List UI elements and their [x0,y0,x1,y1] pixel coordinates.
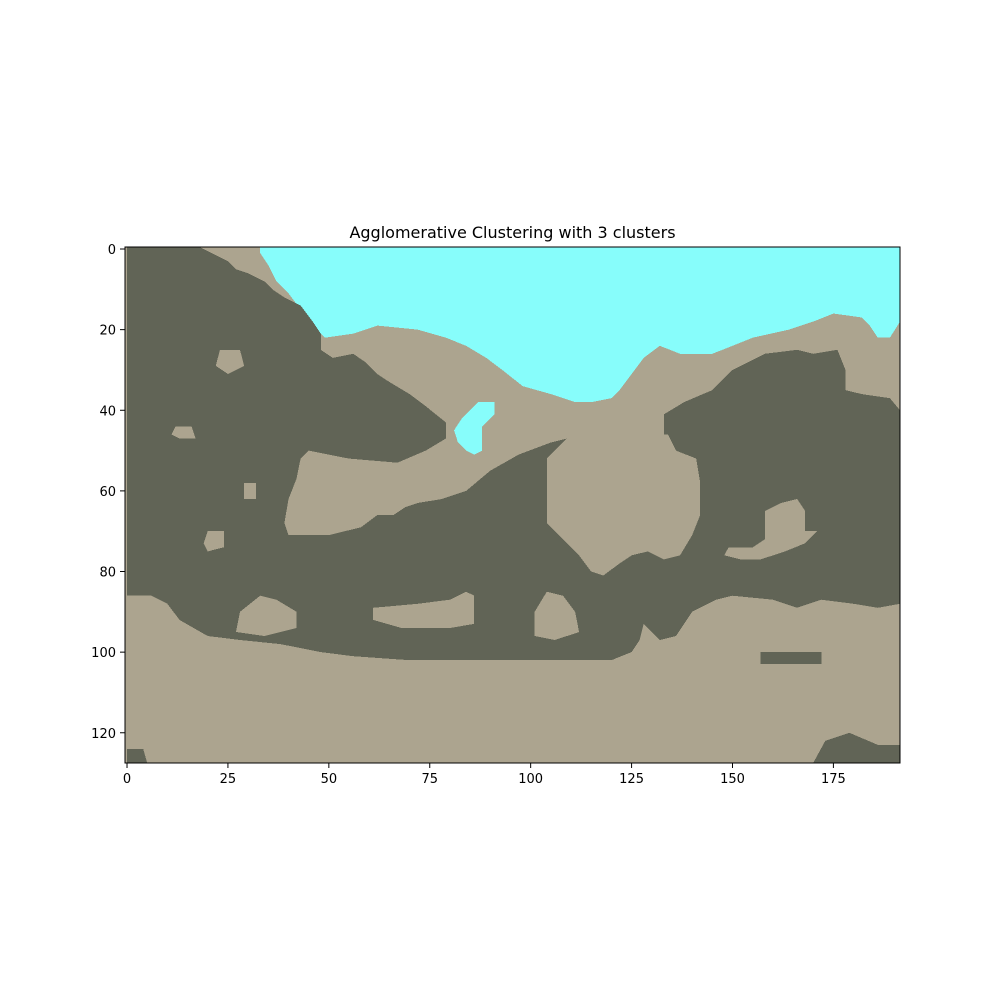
plot-area [125,247,900,763]
cluster-light-region-right-dark-hole [651,434,676,471]
y-axis: 0 20 40 60 80 100 120 [91,243,125,742]
cluster-light-region-small-patch-c [244,482,257,499]
y-tick-label: 120 [91,727,116,742]
cluster-light-region-small-patch-d [203,531,224,552]
cluster-dark-region-mid-right-patch [760,652,822,665]
cluster-water-region-hole-water [454,402,495,455]
x-tick-label: 100 [518,772,543,787]
x-tick-label: 25 [220,772,237,787]
cluster-dark-region-bottom-left-corner [127,748,148,763]
y-tick-label: 80 [99,566,116,581]
y-tick-label: 100 [91,646,116,661]
y-tick-label: 60 [99,485,116,500]
cluster-light-region-bottom-blob-a [236,595,297,636]
chart-title: Agglomerative Clustering with 3 clusters [349,223,675,242]
cluster-light-region-bottom-blob-b [373,591,475,628]
x-tick-label: 0 [123,772,131,787]
y-tick-label: 40 [99,404,116,419]
cluster-water-region-top-water [260,247,900,403]
plot-frame [124,246,901,764]
x-tick-label: 150 [720,772,745,787]
x-tick-label: 75 [421,772,438,787]
x-tick-label: 50 [321,772,338,787]
x-tick-label: 175 [821,772,846,787]
x-tick-label: 125 [619,772,644,787]
cluster-light-region-right-blob-top [724,499,818,560]
cluster-dark-region-top-left-blob [127,247,900,763]
cluster-light-region-small-patch-a [171,426,196,439]
y-tick-label: 0 [108,243,116,258]
x-axis: 0 25 50 75 100 125 150 175 [123,763,846,787]
cluster-light-region-small-patch-b [215,349,245,374]
cluster-light-region-bottom-blob-c [534,591,580,640]
y-tick-label: 20 [99,324,116,339]
